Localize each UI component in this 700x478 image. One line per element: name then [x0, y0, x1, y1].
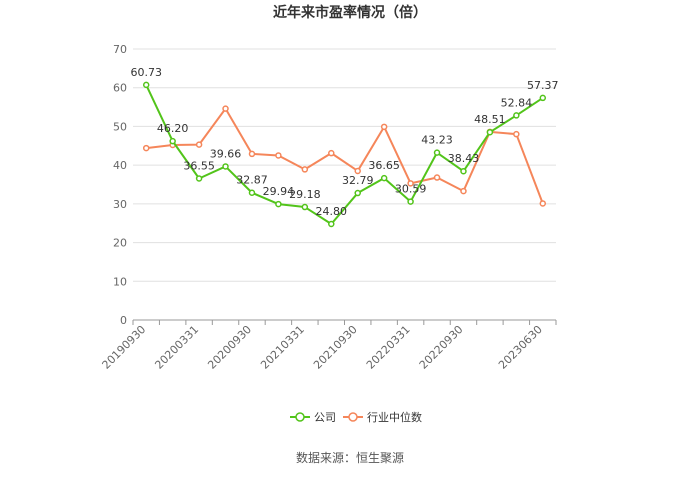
company-data-label: 43.23	[421, 134, 453, 147]
industry-median-point	[248, 150, 256, 158]
company-data-label: 32.79	[342, 174, 374, 187]
company-data-label: 32.87	[236, 174, 268, 187]
legend-swatch-marker	[348, 412, 358, 422]
company-data-label: 30.59	[395, 183, 427, 196]
company-data-label: 52.84	[501, 96, 533, 109]
y-tick-label: 70	[113, 43, 127, 56]
company-point	[380, 174, 388, 182]
legend-label: 行业中位数	[367, 410, 422, 424]
series-layer	[142, 81, 547, 228]
industry-median-point	[142, 144, 150, 152]
company-point	[486, 128, 494, 136]
x-tick-label: 20210930	[311, 323, 360, 372]
company-data-label: 60.73	[130, 66, 162, 79]
company-data-label: 36.65	[368, 159, 400, 172]
x-tick-label: 20230630	[496, 323, 545, 372]
industry-median-point	[380, 123, 388, 131]
x-tick-label: 20200930	[205, 323, 254, 372]
y-tick-label: 60	[113, 82, 127, 95]
legend-item-industry-median: 行业中位数	[343, 410, 422, 424]
y-tick-label: 10	[113, 275, 127, 288]
company-data-label: 36.55	[183, 159, 215, 172]
company-point	[248, 189, 256, 196]
industry-median-point	[407, 180, 414, 187]
company-point	[539, 94, 547, 102]
company-data-label: 46.20	[157, 122, 189, 135]
x-tick-label: 20210331	[258, 323, 307, 372]
x-tick-label: 20220331	[364, 323, 413, 372]
company-data-label: 29.94	[263, 185, 295, 198]
industry-median-point	[275, 152, 282, 159]
company-point	[275, 200, 282, 208]
company-point	[513, 112, 520, 119]
industry-median-point	[222, 105, 229, 112]
company-data-label: 29.18	[289, 188, 321, 201]
company-data-label: 38.43	[448, 152, 480, 165]
industry-median-point	[328, 149, 335, 157]
company-point	[328, 220, 335, 228]
company-data-label: 39.66	[210, 147, 242, 160]
company-point	[407, 198, 414, 205]
y-tick-label: 40	[113, 159, 127, 172]
x-tick-label: 20190930	[100, 323, 149, 372]
company-point	[169, 137, 176, 145]
x-tick-label: 20220930	[417, 323, 466, 372]
y-tick-label: 30	[113, 198, 127, 211]
y-tick-label: 50	[113, 120, 127, 133]
company-point	[222, 163, 229, 170]
chart-title: 近年来市盈率情况（倍）	[273, 4, 427, 21]
x-tick-label: 20200331	[152, 323, 201, 372]
industry-median-point	[513, 130, 520, 138]
industry-median-line	[146, 107, 544, 204]
legend: 公司 行业中位数	[290, 410, 422, 424]
source-note: 数据来源：恒生聚源	[296, 450, 404, 465]
company-point	[195, 175, 203, 182]
company-line	[145, 84, 544, 225]
legend-item-company: 公司	[290, 411, 336, 424]
company-point	[433, 149, 441, 156]
industry-median-point	[354, 167, 361, 175]
company-point	[354, 189, 361, 197]
company-point	[460, 167, 467, 175]
industry-median-point	[301, 166, 309, 173]
company-data-label: 48.51	[474, 113, 506, 126]
y-tick-label: 0	[120, 314, 127, 327]
company-data-label: 57.37	[527, 79, 559, 92]
grid-layer	[133, 48, 556, 321]
legend-swatch-marker	[295, 412, 305, 422]
company-point	[301, 203, 309, 211]
legend-label: 公司	[314, 411, 336, 424]
industry-median-point	[460, 187, 467, 195]
company-point	[142, 81, 150, 89]
industry-median-point	[195, 141, 203, 148]
company-data-label: 24.80	[316, 205, 348, 218]
industry-median-point	[433, 174, 441, 181]
industry-median-point	[539, 200, 547, 207]
y-tick-label: 20	[113, 237, 127, 250]
